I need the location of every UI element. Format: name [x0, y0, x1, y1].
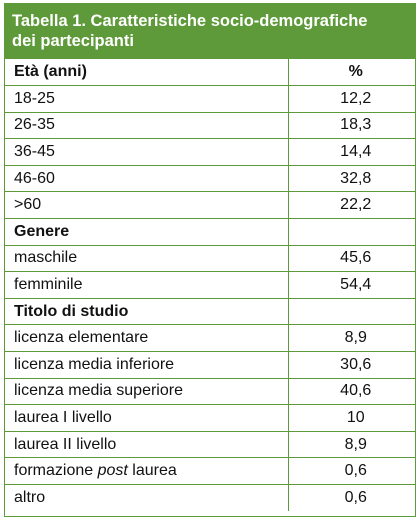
- table-row: 36-45 14,4: [5, 138, 415, 166]
- row-value: 45,6: [288, 245, 415, 273]
- section-row-gender: Genere: [5, 218, 415, 246]
- row-value: 8,9: [288, 431, 415, 459]
- table-row: licenza media superiore 40,6: [5, 378, 415, 406]
- row-value: 40,6: [288, 378, 415, 406]
- row-label: 36-45: [5, 138, 289, 166]
- section-heading-education: Titolo di studio: [5, 298, 289, 326]
- row-value: 18,3: [288, 112, 415, 140]
- row-value: 54,4: [288, 271, 415, 299]
- empty-cell: [288, 298, 415, 326]
- table-row: licenza media inferiore 30,6: [5, 351, 415, 379]
- row-label: licenza elementare: [5, 324, 289, 353]
- header-row: Età (anni) %: [5, 59, 415, 87]
- row-value: 22,2: [288, 191, 415, 220]
- data-table-card: Tabella 1. Caratteristiche socio-demogra…: [4, 3, 416, 517]
- row-label: 26-35: [5, 112, 289, 140]
- section-row-education: Titolo di studio: [5, 298, 415, 326]
- row-label: licenza media inferiore: [5, 351, 289, 379]
- row-label: altro: [5, 484, 289, 512]
- row-label: formazione post laurea: [5, 457, 289, 485]
- row-label: femminile: [5, 271, 289, 299]
- row-label: >60: [5, 191, 289, 220]
- row-value: 0,6: [288, 457, 415, 485]
- table-row: laurea II livello 8,9: [5, 431, 415, 459]
- row-label: maschile: [5, 245, 289, 273]
- row-label: laurea I livello: [5, 404, 289, 432]
- header-percent-label: %: [288, 59, 415, 87]
- row-label-italic-part: post: [97, 462, 128, 480]
- table-title-line-1: Tabella 1. Caratteristiche socio-demogra…: [12, 12, 368, 30]
- row-value: 32,8: [288, 165, 415, 193]
- row-label: licenza media superiore: [5, 378, 289, 406]
- demographics-table: Età (anni) % 18-25 12,2 26-35 18,3 36-45…: [5, 59, 415, 512]
- table-row: maschile 45,6: [5, 245, 415, 273]
- table-row: 46-60 32,8: [5, 165, 415, 193]
- row-value: 30,6: [288, 351, 415, 379]
- table-row: 18-25 12,2: [5, 85, 415, 113]
- table-row: formazione post laurea 0,6: [5, 457, 415, 485]
- table-title-line-2: dei partecipanti: [12, 32, 134, 50]
- section-heading-gender: Genere: [5, 218, 289, 246]
- row-label-part: formazione: [14, 462, 98, 480]
- table-row: laurea I livello 10: [5, 404, 415, 432]
- row-value: 10: [288, 404, 415, 432]
- row-value: 0,6: [344, 489, 367, 507]
- row-value: 14,4: [288, 138, 415, 166]
- row-label-part: laurea: [127, 462, 177, 480]
- table-row: >60 22,2: [5, 191, 415, 220]
- table-row: altro 0,6: [5, 484, 415, 512]
- table-row: licenza elementare 8,9: [5, 324, 415, 353]
- table-title: Tabella 1. Caratteristiche socio-demogra…: [5, 4, 415, 59]
- table-row: 26-35 18,3: [5, 112, 415, 140]
- row-label: 46-60: [5, 165, 289, 193]
- table-row: femminile 54,4: [5, 271, 415, 299]
- row-value: 8,9: [288, 324, 415, 353]
- row-label: 18-25: [5, 85, 289, 113]
- header-age-label: Età (anni): [5, 59, 289, 87]
- row-label: laurea II livello: [5, 431, 289, 459]
- row-value: 12,2: [288, 85, 415, 113]
- empty-cell: [288, 218, 415, 246]
